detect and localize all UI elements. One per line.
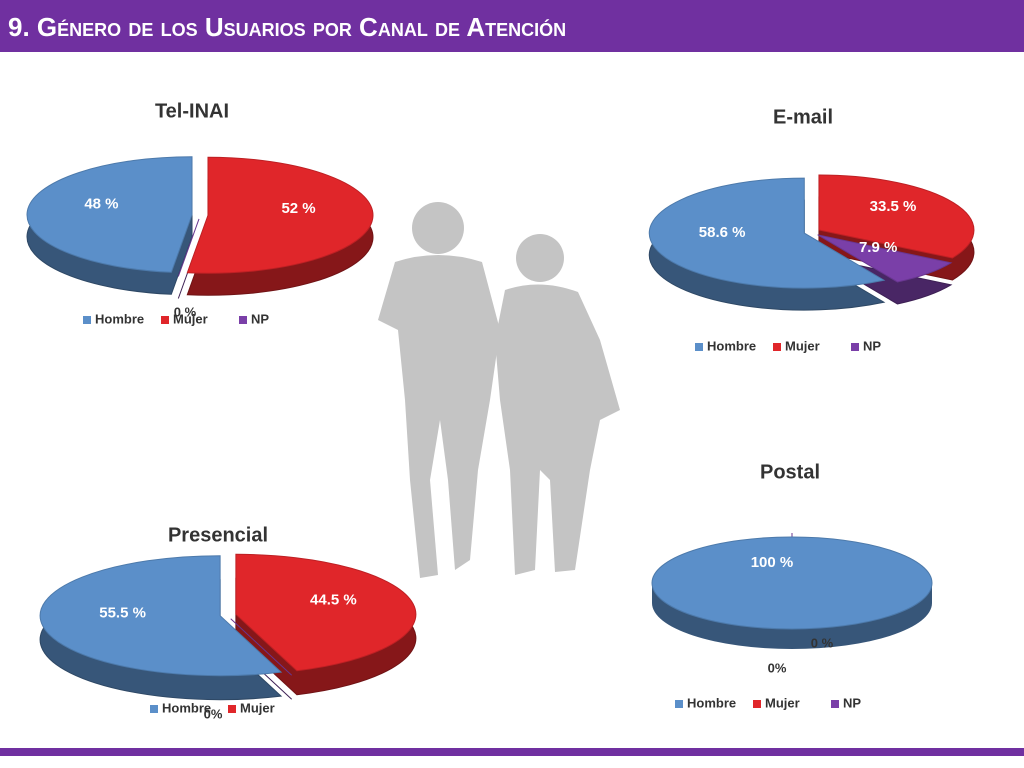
- pie: 44.5 % 0% 55.5 % Hombre Mujer: [39, 553, 417, 721]
- legend-swatch: [831, 700, 839, 708]
- data-label: 100 %: [751, 554, 794, 571]
- chart-title: Postal: [760, 461, 820, 483]
- pie-slice: [186, 156, 374, 274]
- legend-label: Mujer: [240, 700, 275, 715]
- legend-swatch: [161, 316, 169, 324]
- legend-swatch: [753, 700, 761, 708]
- legend-swatch: [695, 343, 703, 351]
- data-label: 0 %: [174, 304, 197, 319]
- footer-bar: [0, 748, 1024, 756]
- pie-slice: [817, 234, 953, 283]
- chart-title: E-mail: [773, 106, 833, 128]
- data-label: 7.9 %: [859, 239, 897, 256]
- legend-label: Hombre: [707, 338, 756, 353]
- pie-slice: [651, 536, 933, 630]
- legend-label: Hombre: [162, 700, 211, 715]
- header-bar: [0, 0, 1024, 52]
- pie: 0 % 0% 100 % Hombre Mujer NP: [651, 533, 933, 710]
- legend-swatch: [228, 705, 236, 713]
- pie-slice: [818, 174, 975, 259]
- data-label: 55.5 %: [99, 604, 146, 621]
- legend-label: Hombre: [687, 695, 736, 710]
- data-label: 48 %: [84, 196, 118, 213]
- data-label: 52 %: [281, 200, 315, 217]
- chart-title: Tel-INAI: [155, 100, 229, 122]
- pie-slice: [648, 177, 886, 289]
- data-label: 58.6 %: [699, 224, 746, 241]
- silhouette: [378, 202, 620, 578]
- legend-label: Mujer: [765, 695, 800, 710]
- legend-label: NP: [863, 338, 881, 353]
- data-label: 44.5 %: [310, 592, 357, 609]
- data-label: 0%: [768, 660, 787, 675]
- pie-slice: [39, 555, 283, 677]
- legend-swatch: [773, 343, 781, 351]
- pie-slice: [26, 156, 193, 273]
- legend-swatch: [239, 316, 247, 324]
- data-label: 0 %: [811, 635, 834, 650]
- legend-label: Hombre: [95, 311, 144, 326]
- legend-label: Mujer: [785, 338, 820, 353]
- pie-slice: [230, 618, 293, 676]
- pie-slice: [235, 553, 417, 672]
- legend-swatch: [83, 316, 91, 324]
- legend-swatch: [851, 343, 859, 351]
- legend-label: NP: [251, 311, 269, 326]
- data-label: 33.5 %: [870, 198, 917, 215]
- legend-label: NP: [843, 695, 861, 710]
- pie: 52 % 0 % 48 % Hombre Mujer NP: [26, 156, 374, 326]
- pie: 33.5 % 7.9 % 58.6 % Hombre Mujer NP: [648, 174, 975, 353]
- data-label: 0%: [204, 706, 223, 721]
- legend-swatch: [675, 700, 683, 708]
- slide-title: 9. Género de los Usuarios por Canal de A…: [8, 12, 566, 42]
- legend-swatch: [150, 705, 158, 713]
- chart-title: Presencial: [168, 524, 268, 546]
- legend-label: Mujer: [173, 311, 208, 326]
